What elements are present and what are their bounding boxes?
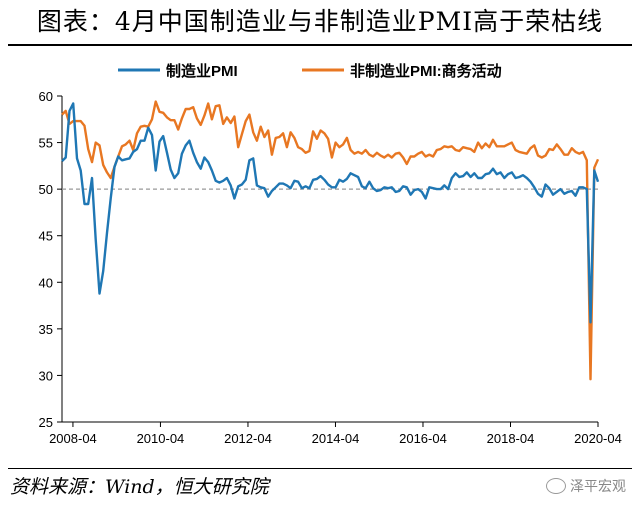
legend-label-nonmanufacturing: 非制造业PMI:商务活动 — [350, 62, 502, 80]
y-tick-label-60: 60 — [39, 89, 53, 104]
x-tick-label-2018-04: 2018-04 — [487, 431, 535, 446]
y-tick-label-35: 35 — [39, 322, 53, 337]
x-tick-label-2016-04: 2016-04 — [399, 431, 447, 446]
y-tick-label-45: 45 — [39, 229, 53, 244]
source-note: 资料来源：Wind，恒大研究院 — [10, 476, 269, 498]
pmi-line-chart: 25 30 35 40 45 50 55 60 2008-04 2010-04 2012-04 201… — [39, 62, 622, 446]
y-tick-label-55: 55 — [39, 136, 53, 151]
x-tick-label-2014-04: 2014-04 — [312, 431, 360, 446]
chart-axes: 25 30 35 40 45 50 55 60 2008-04 2010-04 2012-04 201… — [39, 89, 622, 446]
chart-legend: 制造业PMI 非制造业PMI:商务活动 — [118, 62, 502, 80]
y-tick-label-50: 50 — [39, 182, 53, 197]
figure-title: 图表：4月中国制造业与非制造业PMI高于荣枯线 — [36, 7, 604, 36]
x-tick-label-2010-04: 2010-04 — [137, 431, 185, 446]
x-tick-label-2012-04: 2012-04 — [224, 431, 272, 446]
manufacturing-pmi-line — [61, 102, 600, 324]
watermark-text: 泽平宏观 — [570, 479, 626, 495]
y-tick-label-40: 40 — [39, 275, 53, 290]
x-tick-label-2008-04: 2008-04 — [49, 431, 97, 446]
x-tick-label-2020-04: 2020-04 — [574, 431, 622, 446]
nonmanufacturing-pmi-line — [61, 100, 600, 381]
wechat-icon — [546, 478, 566, 494]
legend-label-manufacturing: 制造业PMI — [166, 62, 238, 80]
y-tick-label-25: 25 — [39, 415, 53, 430]
y-tick-label-30: 30 — [39, 368, 53, 383]
watermark: 泽平宏观 — [546, 476, 626, 496]
footer-rule — [8, 468, 632, 469]
title-rule — [8, 44, 632, 46]
chart-series — [61, 100, 600, 381]
